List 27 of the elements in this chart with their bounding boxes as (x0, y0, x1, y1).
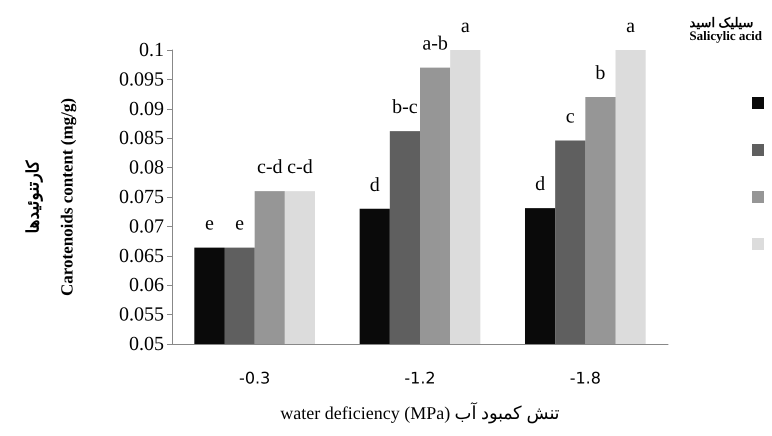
y-tick-label: 0.07 (129, 215, 164, 238)
data-label: b-c (392, 96, 418, 118)
data-label: d (370, 174, 380, 196)
data-label: c-d (287, 156, 313, 178)
y-tick-label: 0.085 (119, 127, 164, 150)
y-tick-label: 0.075 (119, 186, 164, 208)
x-tick-label: -1.8 (570, 368, 601, 388)
x-tick-label: -0.3 (239, 368, 270, 388)
data-label: a (626, 15, 636, 37)
data-label: c-d (256, 156, 283, 178)
x-axis-title: water deficiency (MPa) تنش کمبود آب (280, 402, 560, 424)
y-tick-label: 0.095 (119, 68, 164, 90)
data-label: b (595, 62, 606, 84)
data-label: e (235, 212, 244, 235)
data-label: a-b (422, 32, 448, 55)
x-tick-label: -1.2 (404, 368, 436, 388)
data-label: e (204, 212, 214, 235)
y-tick-label: 0.065 (119, 244, 164, 267)
y-tick-label: 0.055 (119, 304, 164, 326)
data-label: c (566, 106, 575, 128)
y-tick-label: 0.08 (129, 156, 164, 179)
y-tick-label: 0.09 (129, 98, 164, 120)
data-label: a (460, 15, 470, 37)
y-tick-label: 0.05 (129, 333, 164, 355)
y-tick-label: 0.06 (129, 274, 164, 296)
y-tick-label: 0.1 (139, 39, 164, 61)
data-label: d (535, 173, 546, 196)
